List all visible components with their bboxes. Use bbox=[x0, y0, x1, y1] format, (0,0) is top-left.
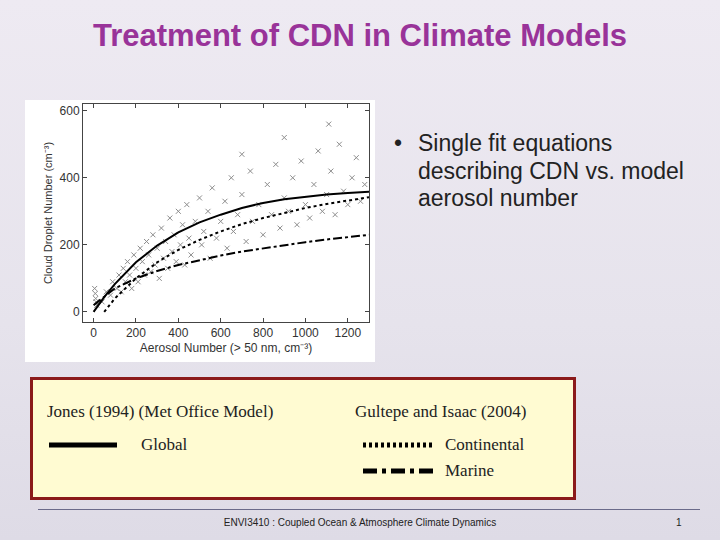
html-text:1: 1 bbox=[676, 517, 682, 528]
svg-text:200: 200 bbox=[60, 238, 80, 252]
svg-text:600: 600 bbox=[211, 326, 231, 340]
svg-text:1000: 1000 bbox=[292, 326, 319, 340]
svg-text:Aerosol Number (> 50 nm, cm⁻³): Aerosol Number (> 50 nm, cm⁻³) bbox=[140, 341, 312, 355]
svg-text:0: 0 bbox=[73, 305, 80, 319]
html-text:Gultepe and Isaac (2004): Gultepe and Isaac (2004) bbox=[355, 402, 527, 421]
svg-text:1200: 1200 bbox=[334, 326, 361, 340]
html-text:Single fit equations describin: Single fit equations describing CDN vs. … bbox=[418, 130, 684, 212]
html-text:Jones (1994) (Met Office Model: Jones (1994) (Met Office Model) bbox=[47, 402, 274, 421]
svg-text:600: 600 bbox=[60, 104, 80, 118]
html-text:Treatment of CDN in Climate Mo: Treatment of CDN in Climate Models bbox=[93, 18, 627, 53]
svg-text:0: 0 bbox=[90, 326, 97, 340]
svg-text:800: 800 bbox=[253, 326, 273, 340]
svg-text:400: 400 bbox=[168, 326, 188, 340]
html-text:Global: Global bbox=[141, 435, 188, 454]
svg-text:400: 400 bbox=[60, 171, 80, 185]
svg-text:Cloud Droplet Number (cm⁻³): Cloud Droplet Number (cm⁻³) bbox=[42, 142, 54, 284]
svg-text:200: 200 bbox=[126, 326, 146, 340]
html-text:ENVI3410 : Coupled Ocean & Atm: ENVI3410 : Coupled Ocean & Atmosphere Cl… bbox=[223, 517, 497, 528]
html-text:Continental: Continental bbox=[445, 435, 525, 454]
html-text:Marine: Marine bbox=[445, 461, 495, 480]
